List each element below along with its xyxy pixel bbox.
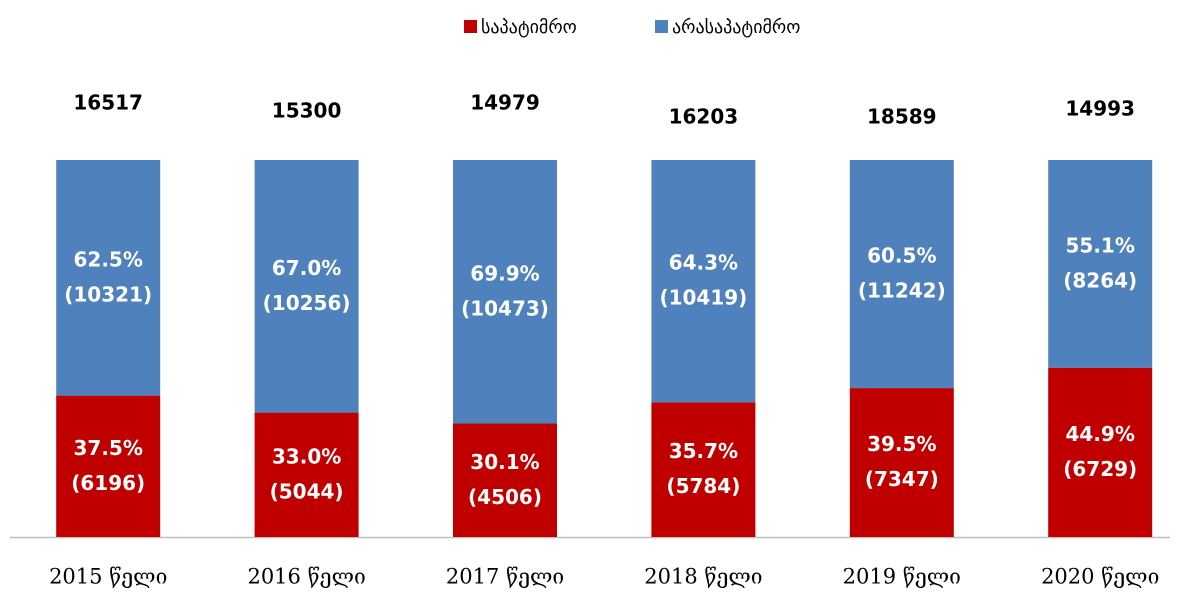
bar-segment <box>1048 367 1153 537</box>
bar-segment <box>453 160 557 424</box>
bar-segment <box>651 402 756 537</box>
count-label: (6729) <box>1063 457 1137 481</box>
legend-swatch <box>464 20 477 33</box>
value-label: 37.5% <box>74 436 143 460</box>
value-label: 62.5% <box>74 247 143 271</box>
bar-segment <box>453 423 557 537</box>
count-label: (11242) <box>858 279 946 303</box>
bar-segment <box>254 160 359 413</box>
count-label: (8264) <box>1063 268 1137 292</box>
legend-label: არასაპატიმრო <box>672 17 800 38</box>
x-tick-label: 2016 წელი <box>247 565 365 589</box>
x-tick-label: 2019 წელი <box>843 565 961 589</box>
count-label: (7347) <box>865 467 939 491</box>
value-label: 35.7% <box>669 439 738 463</box>
x-tick-label: 2015 წელი <box>49 565 167 589</box>
value-label: 60.5% <box>867 244 936 268</box>
legend-label: საპატიმრო <box>481 17 577 38</box>
value-label: 30.1% <box>470 450 539 474</box>
total-label: 16203 <box>669 105 739 129</box>
count-label: (10321) <box>64 282 152 306</box>
value-label: 69.9% <box>470 261 539 285</box>
value-label: 55.1% <box>1066 233 1135 257</box>
count-label: (5044) <box>270 479 344 503</box>
bar-segment <box>56 395 161 537</box>
bar-segment <box>1048 160 1153 368</box>
bar-segment <box>849 388 954 537</box>
x-tick-label: 2017 წელი <box>446 565 564 589</box>
count-label: (10473) <box>461 296 549 320</box>
value-label: 67.0% <box>272 256 341 280</box>
value-label: 64.3% <box>669 251 738 275</box>
total-label: 14993 <box>1065 97 1135 121</box>
total-label: 14979 <box>470 91 540 115</box>
count-label: (10256) <box>263 291 351 315</box>
bar-segment <box>849 160 954 389</box>
count-label: (6196) <box>71 471 145 495</box>
bar-segment <box>254 412 359 537</box>
value-label: 33.0% <box>272 444 341 468</box>
bar-segment <box>651 160 756 403</box>
count-label: (5784) <box>666 474 740 498</box>
total-label: 15300 <box>272 99 342 123</box>
total-label: 16517 <box>73 91 143 115</box>
value-label: 39.5% <box>867 432 936 456</box>
x-tick-label: 2020 წელი <box>1041 565 1159 589</box>
bar-segment <box>56 160 161 396</box>
total-label: 18589 <box>867 105 937 129</box>
legend-swatch <box>655 20 668 33</box>
value-label: 44.9% <box>1066 422 1135 446</box>
x-tick-label: 2018 წელი <box>644 565 762 589</box>
count-label: (4506) <box>468 485 542 509</box>
count-label: (10419) <box>659 286 747 310</box>
